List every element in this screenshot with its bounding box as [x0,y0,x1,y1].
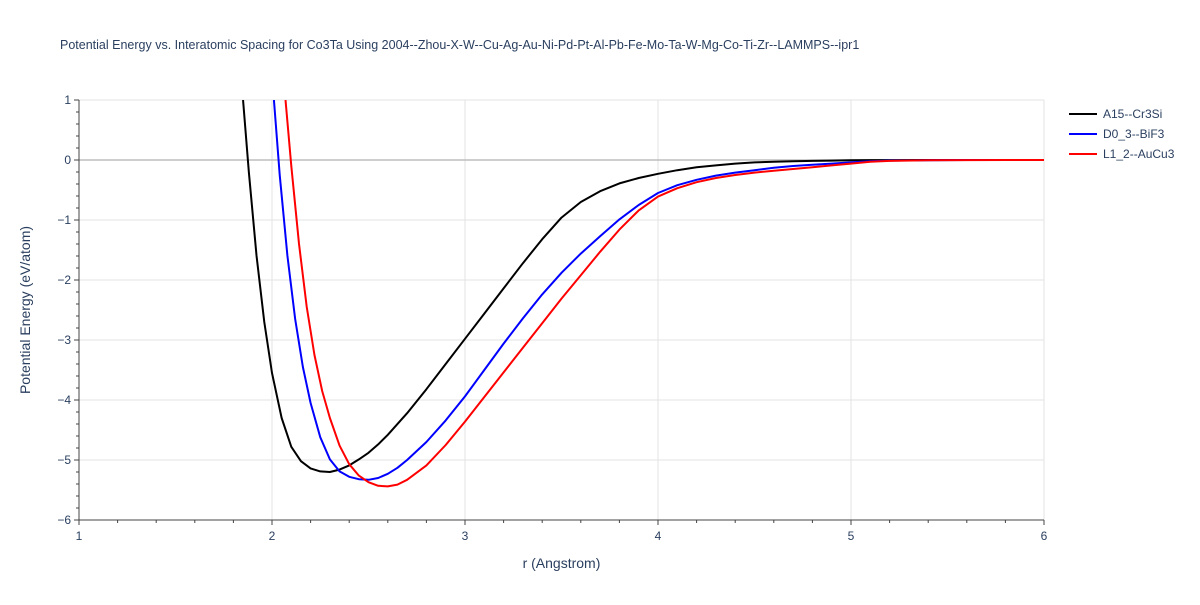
axis-layer: 1 2 3 4 5 6 −6 −5 −4 −3 −2 −1 0 1 [57,93,1047,543]
series-line-d0-3-bif3[interactable] [272,100,1044,481]
y-tick-label: −1 [57,213,71,227]
series-layer [242,100,1044,488]
x-tick-label: 6 [1041,529,1048,543]
y-tick-label: −5 [57,453,71,467]
legend-label: A15--Cr3Si [1103,107,1162,121]
legend-label: D0_3--BiF3 [1103,127,1165,141]
y-axis-title: Potential Energy (eV/atom) [17,226,33,394]
legend-label: L1_2--AuCu3 [1103,147,1175,161]
legend-item[interactable]: D0_3--BiF3 [1069,127,1165,141]
y-tick-label: 1 [64,93,71,107]
grid-layer [79,99,1045,520]
legend[interactable]: A15--Cr3Si D0_3--BiF3 L1_2--AuCu3 [1069,107,1175,161]
x-axis-title: r (Angstrom) [523,555,601,571]
series-line-l1-2-aucu3[interactable] [284,100,1044,488]
y-tick-label: −4 [57,393,71,407]
legend-item[interactable]: L1_2--AuCu3 [1069,147,1175,161]
series-line-a15-cr3si[interactable] [242,100,1044,473]
x-tick-label: 3 [462,529,469,543]
y-tick-label: −2 [57,273,71,287]
x-tick-label: 2 [269,529,276,543]
x-tick-label: 5 [848,529,855,543]
y-tick-label: −3 [57,333,71,347]
chart-title: Potential Energy vs. Interatomic Spacing… [60,38,859,52]
legend-item[interactable]: A15--Cr3Si [1069,107,1162,121]
x-tick-label: 1 [76,529,83,543]
y-tick-label: −6 [57,513,71,527]
x-tick-label: 4 [655,529,662,543]
y-tick-label: 0 [64,153,71,167]
